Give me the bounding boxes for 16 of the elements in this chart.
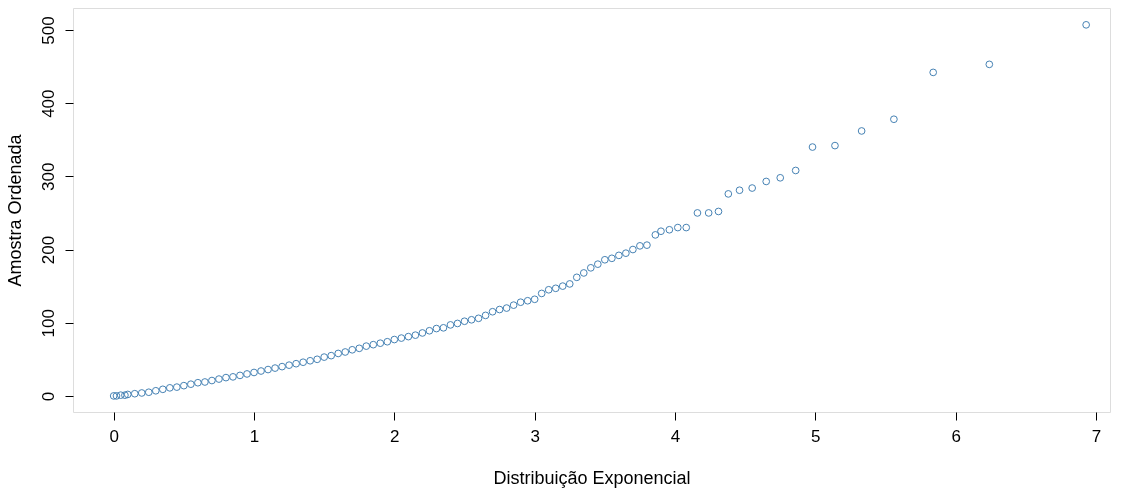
x-tick-label: 2 <box>390 426 400 446</box>
x-tick-label: 5 <box>811 426 821 446</box>
y-tick-label: 300 <box>38 162 58 192</box>
y-tick-label: 0 <box>38 391 58 402</box>
y-tick-label: 100 <box>38 309 58 338</box>
x-tick-label: 3 <box>530 426 540 446</box>
y-axis-title: Amostra Ordenada <box>4 133 25 287</box>
y-tick-label: 200 <box>38 235 58 265</box>
y-tick-label: 500 <box>38 16 58 45</box>
x-tick-label: 7 <box>1091 426 1102 446</box>
x-tick-label: 1 <box>249 426 260 446</box>
y-tick-label: 400 <box>38 89 58 118</box>
x-axis-title: Distribuição Exponencial <box>493 467 691 488</box>
x-tick-label: 4 <box>670 426 681 446</box>
x-tick-label: 0 <box>109 426 119 446</box>
x-tick-label: 6 <box>951 426 961 446</box>
